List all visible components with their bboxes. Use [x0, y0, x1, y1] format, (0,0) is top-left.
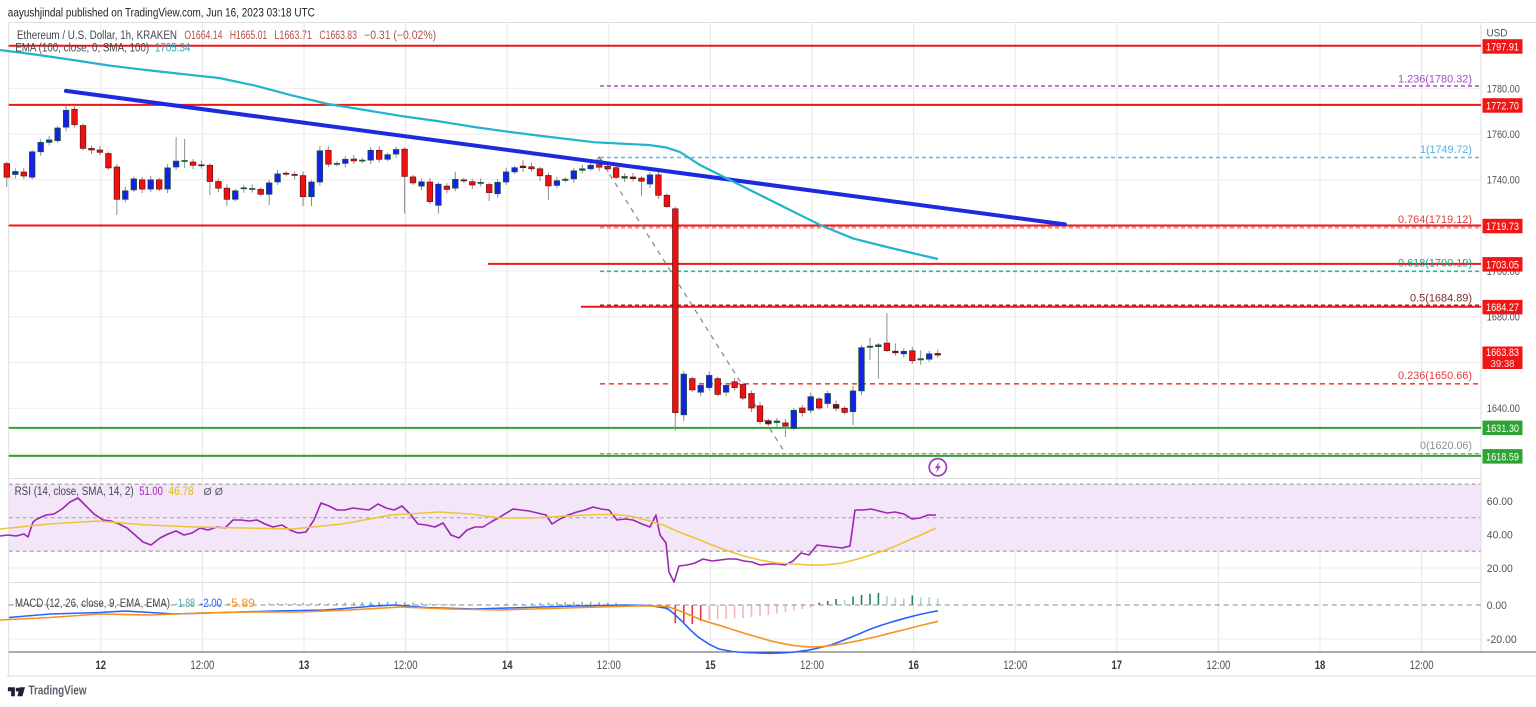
svg-text:16: 16 [908, 660, 919, 672]
svg-text:EMA (100, close, 0, SMA, 100): EMA (100, close, 0, SMA, 100) [15, 42, 149, 54]
svg-text:1772.70: 1772.70 [1486, 100, 1519, 112]
svg-text:1663.83: 1663.83 [1486, 347, 1519, 359]
svg-text:1640.00: 1640.00 [1487, 403, 1520, 415]
svg-text:L1663.71: L1663.71 [274, 30, 312, 42]
svg-text:1(1749.72): 1(1749.72) [1420, 144, 1472, 156]
svg-text:0(1620.06): 0(1620.06) [1420, 440, 1472, 452]
svg-text:-20.00: -20.00 [1487, 634, 1517, 646]
svg-text:1.236(1780.32): 1.236(1780.32) [1398, 73, 1472, 85]
svg-text:12: 12 [96, 660, 107, 672]
svg-text:14: 14 [502, 660, 513, 672]
svg-text:1780.00: 1780.00 [1487, 83, 1520, 95]
svg-text:0.618(1700.19): 0.618(1700.19) [1398, 258, 1472, 270]
svg-text:1740.00: 1740.00 [1487, 175, 1520, 187]
svg-text:O1664.14: O1664.14 [184, 30, 222, 42]
svg-text:USD: USD [1487, 27, 1508, 39]
svg-text:0.00: 0.00 [1487, 600, 1507, 612]
svg-text:13: 13 [299, 660, 310, 672]
svg-text:1760.00: 1760.00 [1487, 129, 1520, 141]
svg-text:C1663.83: C1663.83 [319, 30, 357, 42]
svg-text:1705.34: 1705.34 [155, 42, 191, 54]
svg-text:15: 15 [705, 660, 716, 672]
svg-text:12:00: 12:00 [394, 660, 418, 672]
svg-text:60.00: 60.00 [1487, 496, 1513, 508]
svg-text:1703.05: 1703.05 [1486, 259, 1519, 271]
svg-text:Ethereum / U.S. Dollar, 1h, KR: Ethereum / U.S. Dollar, 1h, KRAKEN [17, 30, 177, 42]
svg-text:-2.00: -2.00 [200, 598, 222, 610]
svg-text:51.00: 51.00 [139, 486, 163, 498]
svg-text:-1.88: -1.88 [175, 598, 195, 610]
svg-text:40.00: 40.00 [1487, 529, 1513, 541]
svg-text:12:00: 12:00 [800, 660, 824, 672]
svg-text:H1665.01: H1665.01 [230, 30, 268, 42]
svg-text:1719.73: 1719.73 [1486, 221, 1519, 233]
svg-text:-5.89: -5.89 [227, 598, 255, 610]
svg-text:39:38: 39:38 [1491, 359, 1515, 370]
svg-text:0.764(1719.12): 0.764(1719.12) [1398, 214, 1472, 226]
svg-text:TradingView: TradingView [29, 683, 88, 698]
svg-text:20.00: 20.00 [1487, 563, 1513, 575]
svg-text:Ø: Ø [204, 486, 212, 498]
svg-text:1631.30: 1631.30 [1486, 423, 1519, 435]
svg-text:12:00: 12:00 [597, 660, 621, 672]
svg-text:MACD (12, 26, close, 9, EMA, E: MACD (12, 26, close, 9, EMA, EMA) [15, 598, 170, 610]
svg-text:0.236(1650.66): 0.236(1650.66) [1398, 370, 1472, 382]
svg-text:0.5(1684.89): 0.5(1684.89) [1410, 292, 1472, 304]
svg-text:12:00: 12:00 [1206, 660, 1230, 672]
svg-text:Ø: Ø [215, 486, 223, 498]
svg-text:12:00: 12:00 [190, 660, 214, 672]
svg-text:1618.59: 1618.59 [1486, 451, 1519, 463]
svg-text:17: 17 [1112, 660, 1123, 672]
svg-text:RSI (14, close, SMA, 14, 2): RSI (14, close, SMA, 14, 2) [15, 486, 134, 498]
svg-text:1680.00: 1680.00 [1487, 312, 1520, 324]
svg-text:1684.27: 1684.27 [1486, 302, 1519, 314]
svg-text:12:00: 12:00 [1410, 660, 1434, 672]
svg-text:aayushjindal published on Trad: aayushjindal published on TradingView.co… [8, 6, 315, 20]
svg-text:46.78: 46.78 [169, 486, 194, 498]
svg-text:18: 18 [1315, 660, 1326, 672]
svg-text:1797.91: 1797.91 [1486, 41, 1519, 53]
svg-text:−0.31 (−0.02%): −0.31 (−0.02%) [364, 30, 436, 42]
svg-text:12:00: 12:00 [1003, 660, 1027, 672]
